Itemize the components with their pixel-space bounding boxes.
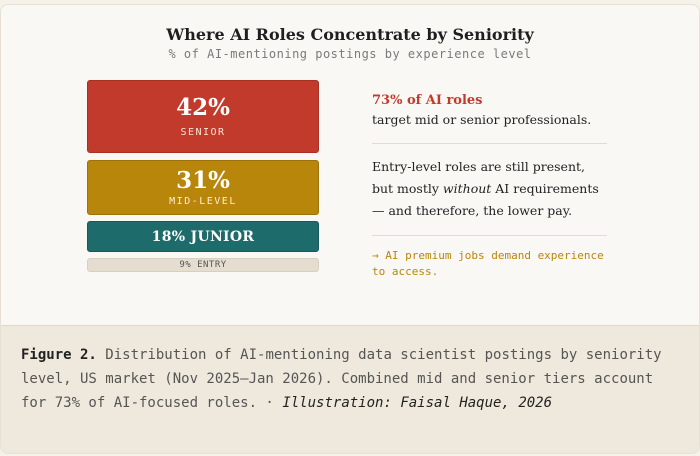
divider [372,235,607,236]
bar-mid-level-value: 31% [176,167,230,195]
caption-text: Distribution of AI-mentioning data scien… [21,347,662,411]
entry-note-part2: AI requirements — and therefore, the low… [372,181,599,218]
takeaway-note: → AI premium jobs demand experience to a… [372,249,604,278]
entry-note-emphasis: without [442,181,492,196]
highlight-detail: target mid or senior professionals. [372,112,592,127]
bar-junior-label: 18% JUNIOR [151,228,255,245]
bar-senior-value: 42% [176,94,230,122]
divider [372,143,607,144]
bar-senior: 42% SENIOR [87,80,319,153]
entry-note-part1: Entry-level roles are still present, but… [372,159,586,196]
bar-junior: 18% JUNIOR [87,221,319,252]
bar-mid-level: 31% MID-LEVEL [87,160,319,215]
bar-entry: 9% ENTRY [87,258,319,272]
bar-mid-level-label: MID-LEVEL [169,195,237,207]
caption-label: Figure 2. [21,347,97,363]
chart-title: Where AI Roles Concentrate by Seniority [166,25,534,44]
annotation-panel: 73% of AI roles target mid or senior pro… [372,93,607,280]
chart-subtitle: % of AI-mentioning postings by experienc… [168,47,532,61]
entry-level-note: Entry-level roles are still present, but… [372,156,607,222]
figure-card: Where AI Roles Concentrate by Seniority … [0,4,700,454]
caption-credit: Illustration: Faisal Haque, 2026 [282,395,553,411]
bar-senior-label: SENIOR [180,126,226,138]
figure-caption: Figure 2. Distribution of AI-mentioning … [1,325,699,453]
bar-entry-label: 9% ENTRY [179,260,227,270]
highlight-stat: 73% of AI roles [372,93,483,108]
